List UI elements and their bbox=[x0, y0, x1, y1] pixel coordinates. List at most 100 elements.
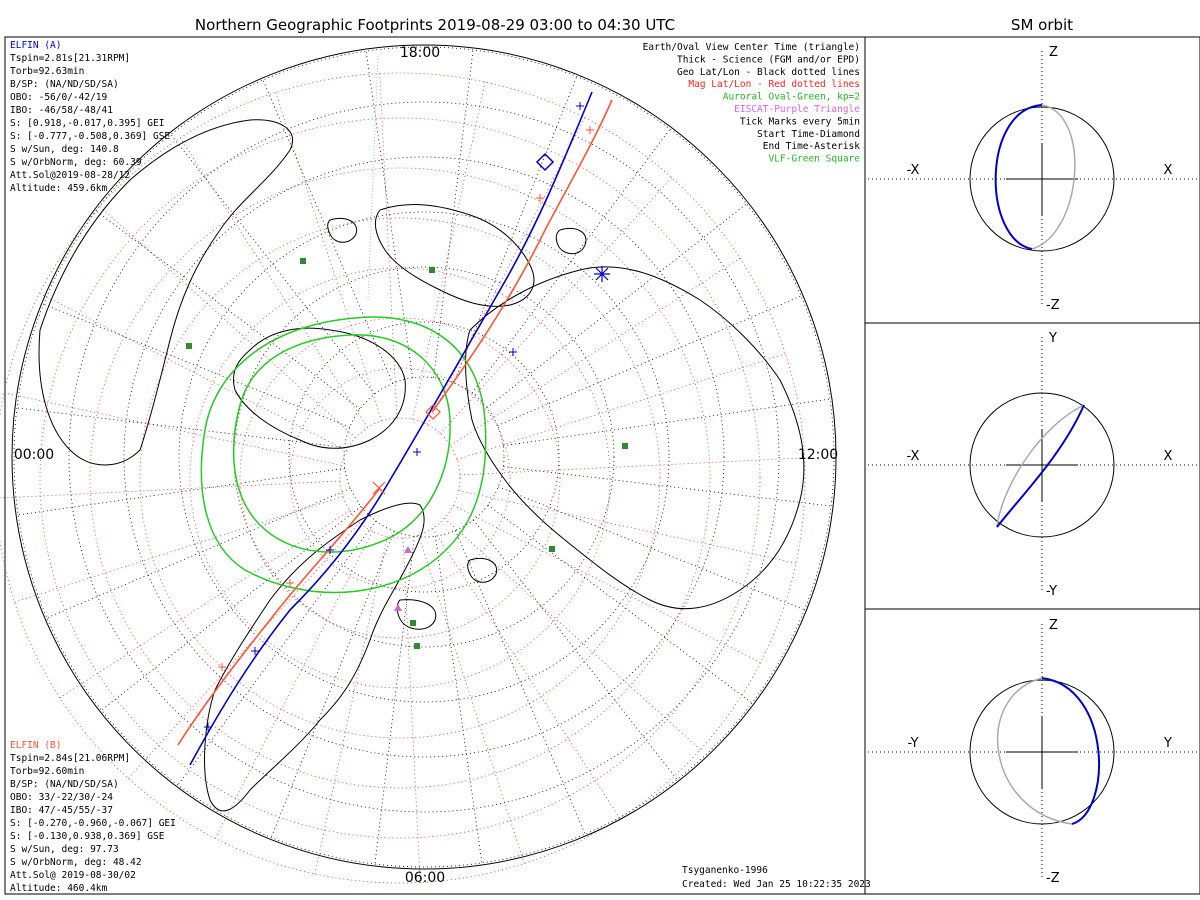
orbit-b-path bbox=[996, 404, 1085, 528]
mag-meridian bbox=[459, 457, 805, 476]
geo-meridian bbox=[262, 79, 393, 384]
terminator-line bbox=[367, 54, 379, 301]
orbit-axis-label-right: X bbox=[1164, 163, 1173, 178]
auroral-ovals bbox=[200, 316, 487, 594]
legend: Earth/Oval View Center Time (triangle)Th… bbox=[643, 42, 861, 165]
vlf-station-marker bbox=[186, 343, 192, 349]
mag-meridian bbox=[0, 480, 341, 499]
mag-meridian bbox=[458, 490, 797, 564]
geo-meridian bbox=[18, 467, 345, 516]
orbit-frame bbox=[864, 36, 1200, 895]
mag-lat-circle bbox=[0, 72, 806, 884]
geo-meridian bbox=[95, 210, 361, 410]
elfin-b-line: Torb=92.60min bbox=[10, 766, 84, 777]
geo-lat-circle bbox=[123, 156, 725, 758]
elfin-a-line: S w/Sun, deg: 140.8 bbox=[10, 144, 119, 155]
geo-meridian bbox=[365, 51, 414, 378]
orbit-b-path bbox=[1031, 104, 1076, 250]
geo-meridian bbox=[497, 295, 802, 426]
created-text: Created: Wed Jan 25 10:22:35 2023 bbox=[682, 879, 871, 890]
elfin-b-line: S: [-0.270,-0.960,-0.067] GEI bbox=[10, 818, 176, 829]
vlf-station-marker bbox=[429, 267, 435, 273]
orbit-axis-label-bottom: -Z bbox=[1046, 871, 1060, 886]
vlf-station-marker bbox=[622, 443, 628, 449]
orbit-b-path bbox=[996, 677, 1073, 825]
chart-title: Northern Geographic Footprints 2019-08-2… bbox=[195, 16, 675, 34]
mlt-label-bottom: 06:00 bbox=[405, 870, 445, 886]
coastline-path bbox=[396, 599, 437, 630]
legend-entry: Auroral Oval-Green, kp=2 bbox=[723, 92, 860, 103]
geo-grid bbox=[11, 44, 837, 870]
geo-lat-circle bbox=[343, 376, 505, 538]
orbit-panel: Y -Y -X X bbox=[868, 331, 1197, 599]
orbit-a-path bbox=[996, 404, 1085, 528]
geo-meridian bbox=[503, 398, 830, 447]
geo-lat-circle bbox=[178, 211, 670, 703]
orbit-axis-label-bottom: -Z bbox=[1046, 298, 1060, 313]
eiscat-marker bbox=[404, 546, 412, 553]
geo-meridian bbox=[46, 488, 351, 619]
geo-meridian bbox=[374, 536, 415, 865]
elfin-a-tick bbox=[576, 102, 584, 110]
legend-entry: Thick - Science (FGM and/or EPD) bbox=[677, 54, 860, 65]
coastline-path bbox=[555, 227, 587, 255]
legend-entry: Tick Marks every 5min bbox=[740, 116, 860, 127]
coastline-path bbox=[233, 327, 406, 449]
legend-entry: Geo Lat/Lon - Black dotted lines bbox=[677, 67, 860, 78]
mag-meridian bbox=[412, 81, 486, 420]
mag-lat-circle bbox=[39, 117, 761, 839]
elfin-b-line: Tspin=2.84s[21.06RPM] bbox=[10, 753, 130, 764]
elfin-b-line: OBO: 33/-22/30/-24 bbox=[10, 792, 113, 803]
elfin-b-line: Altitude: 460.4km bbox=[10, 883, 108, 894]
coastlines bbox=[38, 119, 805, 812]
elfin-b-line: B/SP: (NA/ND/SD/SA) bbox=[10, 779, 119, 790]
mag-meridian bbox=[418, 534, 525, 864]
mag-meridian bbox=[275, 92, 382, 422]
elfin-a-tick bbox=[509, 348, 517, 356]
elfin-b-tick bbox=[218, 663, 226, 671]
mag-lat-circle bbox=[289, 367, 511, 589]
elfin-a-name: ELFIN (A) bbox=[10, 40, 61, 51]
legend-entry: End Time-Asterisk bbox=[763, 141, 861, 152]
geo-meridian bbox=[433, 49, 474, 378]
elfin-a-line: IBO: -46/58/-48/41 bbox=[10, 105, 113, 116]
geo-lat-circle bbox=[288, 321, 560, 593]
vlf-station-marker bbox=[300, 258, 306, 264]
elfin-b-info: ELFIN (B) Tspin=2.84s[21.06RPM] Torb=92.… bbox=[10, 740, 176, 894]
geo-lat-circle bbox=[13, 46, 835, 868]
elfin-a-start-diamond bbox=[535, 152, 555, 172]
elfin-b-tick bbox=[286, 579, 294, 587]
elfin-a-line: S w/OrbNorm, deg: 60.39 bbox=[10, 157, 142, 168]
coastline-path bbox=[38, 119, 293, 466]
geo-meridian bbox=[101, 506, 362, 711]
orbit-a-path bbox=[994, 104, 1043, 250]
mlt-label-top: 18:00 bbox=[400, 45, 440, 61]
elfin-b-line: S: [-0.130,0.938,0.369] GSE bbox=[10, 831, 165, 842]
model-text: Tsyganenko-1996 bbox=[682, 865, 768, 876]
mag-meridian bbox=[402, 537, 421, 883]
legend-entry: VLF-Green Square bbox=[768, 154, 860, 165]
elfin-a-tick bbox=[326, 546, 334, 554]
legend-entry: Earth/Oval View Center Time (triangle) bbox=[643, 42, 860, 53]
geo-meridian bbox=[471, 128, 671, 394]
elfin-b-track bbox=[177, 99, 613, 746]
coastline-path bbox=[465, 266, 805, 610]
geo-lat-circle bbox=[68, 101, 780, 813]
auroral-oval-outer bbox=[200, 316, 487, 594]
geo-meridian bbox=[487, 504, 753, 704]
mag-meridian bbox=[214, 531, 373, 839]
mag-meridian bbox=[427, 117, 586, 425]
geo-meridian bbox=[453, 76, 578, 383]
geo-meridian bbox=[473, 519, 678, 780]
geo-meridian bbox=[177, 520, 377, 786]
mag-meridian bbox=[314, 536, 388, 875]
orbit-panel: Z -Z -X X bbox=[868, 45, 1197, 313]
orbit-title: SM orbit bbox=[1011, 16, 1073, 34]
elfin-b-tick bbox=[586, 126, 594, 134]
elfin-a-line: Tspin=2.81s[21.31RPM] bbox=[10, 53, 130, 64]
orbit-axis-label-right: Y bbox=[1163, 736, 1172, 751]
geo-meridian bbox=[43, 303, 350, 428]
elfin-b-name: ELFIN (B) bbox=[10, 740, 61, 751]
geo-meridian bbox=[498, 486, 805, 611]
legend-entry: Mag Lat/Lon - Red dotted lines bbox=[688, 79, 860, 90]
